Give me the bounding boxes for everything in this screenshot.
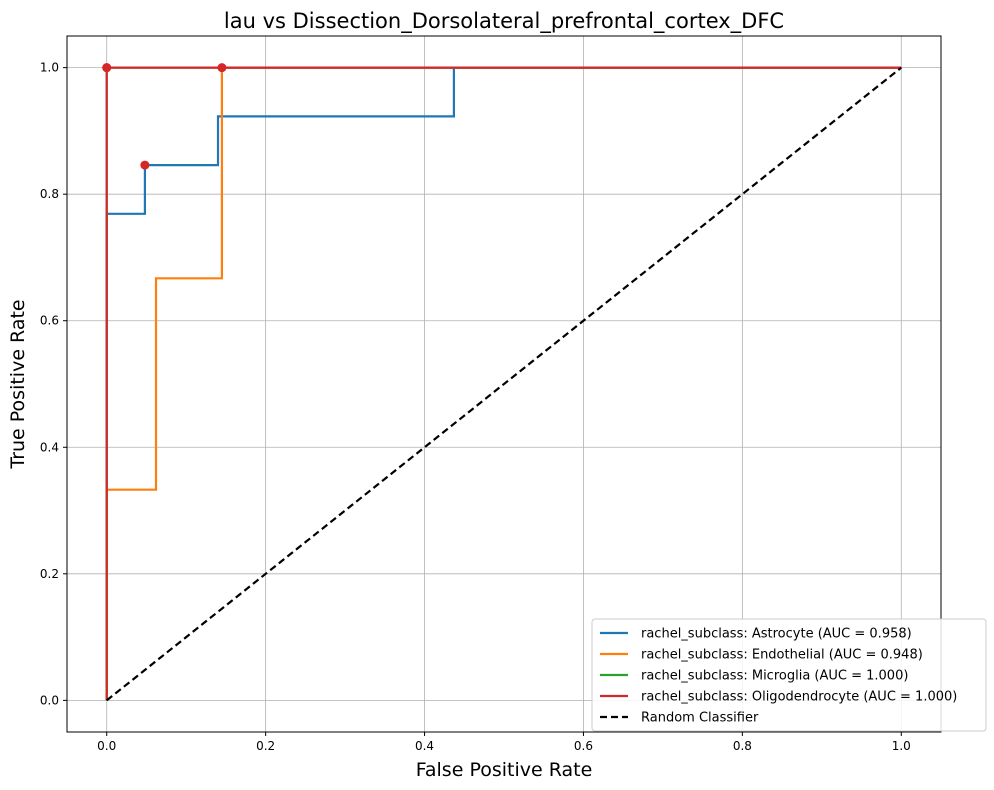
y-tick-label: 1.0 bbox=[40, 61, 59, 75]
x-axis-label: False Positive Rate bbox=[416, 759, 593, 781]
y-tick-label: 0.0 bbox=[40, 693, 59, 707]
x-tick-label: 0.0 bbox=[97, 739, 116, 753]
legend-box bbox=[591, 618, 987, 732]
threshold-markers bbox=[102, 63, 227, 170]
x-tick-label: 0.8 bbox=[733, 739, 752, 753]
x-tick-label: 0.4 bbox=[415, 739, 434, 753]
plot-frame bbox=[66, 35, 942, 733]
legend-entry: rachel_subclass: Endothelial (AUC = 0.94… bbox=[641, 648, 923, 663]
series-line-rachel-subclass-astrocyte bbox=[105, 66, 902, 701]
axis-ticks: 0.0 0.2 0.4 0.6 0.8 1.0 0.0 0.2 0.4 0.6 0.8 1.0 bbox=[40, 61, 911, 753]
legend-entry: Random Classifier bbox=[641, 711, 759, 726]
y-axis-label: True Positive Rate bbox=[7, 299, 29, 469]
threshold-marker bbox=[217, 63, 227, 73]
y-tick-label: 0.4 bbox=[40, 440, 59, 454]
x-tick-label: 1.0 bbox=[892, 739, 911, 753]
series-line-random-classifier bbox=[106, 66, 902, 702]
legend: rachel_subclass: Astrocyte (AUC = 0.958)… bbox=[591, 618, 987, 732]
y-tick-label: 0.6 bbox=[40, 314, 59, 328]
y-tick-label: 0.8 bbox=[40, 187, 59, 201]
threshold-marker bbox=[102, 63, 112, 73]
legend-entry: rachel_subclass: Astrocyte (AUC = 0.958) bbox=[641, 627, 912, 642]
chart-title: lau vs Dissection_Dorsolateral_prefronta… bbox=[224, 9, 784, 34]
x-tick-label: 0.6 bbox=[574, 739, 593, 753]
series-lines bbox=[105, 66, 902, 702]
legend-entry: rachel_subclass: Microglia (AUC = 1.000) bbox=[641, 669, 908, 684]
threshold-marker bbox=[140, 160, 150, 170]
y-tick-label: 0.2 bbox=[40, 567, 59, 581]
x-tick-label: 0.2 bbox=[256, 739, 275, 753]
legend-entry: rachel_subclass: Oligodendrocyte (AUC = … bbox=[641, 690, 957, 705]
